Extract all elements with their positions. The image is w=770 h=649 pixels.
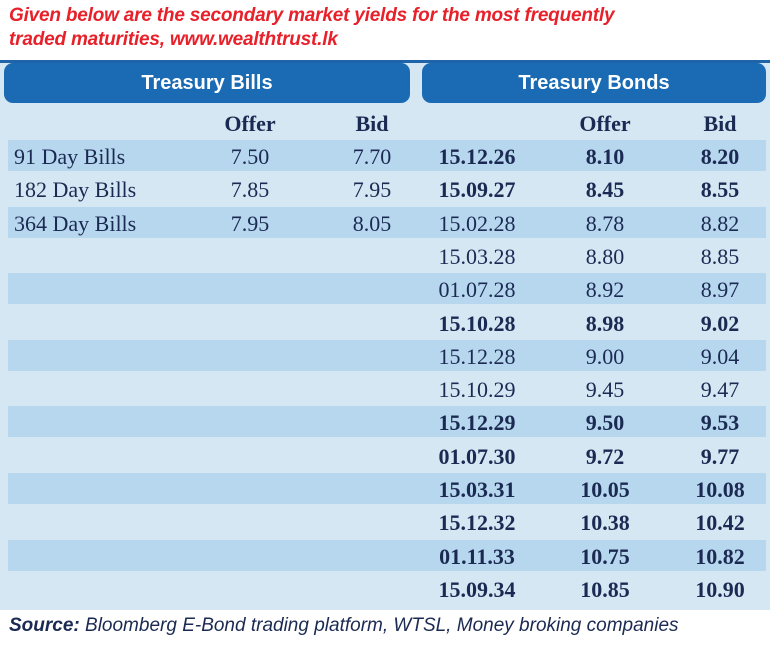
bond-maturity: 01.07.28 [438,277,516,303]
bond-maturity: 15.02.28 [438,210,516,236]
bond-offer: 10.75 [580,543,630,569]
bill-name: 182 Day Bills [14,177,137,203]
bond-maturity: 15.10.28 [438,310,516,336]
treasury-bonds-header: Treasury Bonds [422,63,766,103]
bonds-bid-header: Bid [703,111,737,136]
bond-bid: 8.97 [700,277,740,303]
bond-offer: 9.00 [585,343,625,369]
bond-maturity: 15.09.34 [438,576,516,602]
bond-offer: 9.50 [585,410,625,436]
bond-bid: 8.55 [700,177,740,203]
bonds-offer-header: Offer [579,111,631,136]
row-stripe [8,140,766,171]
bond-maturity: 15.12.32 [438,510,516,536]
bill-bid: 7.70 [352,144,392,169]
bond-bid: 8.20 [700,144,740,169]
treasury-bills-header: Treasury Bills [4,63,410,103]
row-stripe [8,206,766,238]
bond-maturity: 01.11.33 [439,543,515,569]
bond-maturity: 15.12.28 [438,343,516,369]
bond-bid: 8.82 [700,210,740,236]
bond-offer: 8.78 [585,210,625,236]
caption-line-2: traded maturities, www.wealthtrust.lk [9,29,338,50]
bond-bid: 8.85 [700,243,740,269]
bond-bid: 9.77 [700,443,740,469]
bond-bid: 9.53 [700,410,740,436]
bond-offer: 8.92 [585,277,625,303]
bond-bid: 9.47 [700,377,740,403]
bond-maturity: 15.03.28 [438,243,516,269]
bond-bid: 10.42 [695,510,745,536]
bond-offer: 10.05 [580,477,630,502]
bond-bid: 10.08 [695,477,745,502]
bond-maturity: 15.12.29 [438,410,516,436]
bond-offer: 10.38 [580,510,630,536]
caption: Given below are the secondary market yie… [9,4,769,52]
caption-line-1: Given below are the secondary market yie… [9,5,615,26]
row-stripe [8,339,766,371]
source-text: Bloomberg E-Bond trading platform, WTSL,… [79,615,679,636]
bill-bid: 7.95 [352,177,392,203]
bill-name: 91 Day Bills [14,144,126,169]
bill-name: 364 Day Bills [14,210,137,236]
source-note: Source: Bloomberg E-Bond trading platfor… [9,612,679,640]
bond-offer: 8.10 [585,144,625,169]
source-label: Source: [9,615,80,636]
bond-offer: 8.98 [585,310,625,336]
bond-maturity: 15.10.29 [438,377,516,403]
bond-bid: 10.90 [695,576,745,602]
bond-offer: 8.45 [585,177,625,203]
bill-bid: 8.05 [352,210,392,236]
row-stripe [8,473,766,504]
bills-bid-header: Bid [355,111,389,136]
bond-offer: 10.85 [580,576,630,602]
bond-maturity: 15.12.26 [438,144,516,169]
bond-maturity: 15.09.27 [438,177,516,203]
bills-offer-header: Offer [224,111,276,136]
bond-offer: 9.72 [585,443,625,469]
row-stripe [8,406,766,438]
row-stripe [8,273,766,305]
bond-bid: 9.02 [700,310,740,336]
bond-offer: 8.80 [585,243,625,269]
bond-maturity: 01.07.30 [438,443,516,469]
row-stripe [8,539,766,571]
bill-offer: 7.85 [230,177,270,203]
bond-offer: 9.45 [585,377,625,403]
bond-bid: 10.82 [695,543,745,569]
bill-offer: 7.95 [230,210,270,236]
bond-maturity: 15.03.31 [438,477,516,502]
bill-offer: 7.50 [230,144,270,169]
bond-bid: 9.04 [700,343,740,369]
